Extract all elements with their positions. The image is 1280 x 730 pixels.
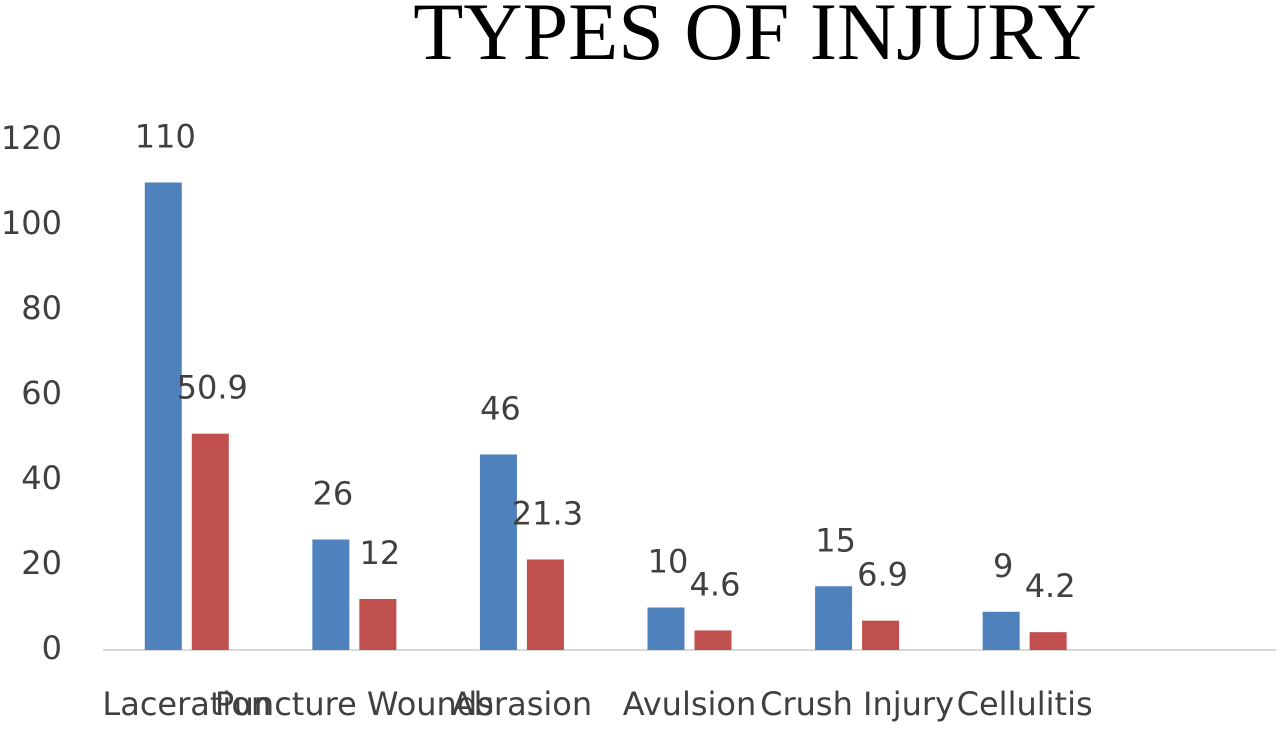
value-label: 50.9 [177, 369, 248, 407]
bar [312, 539, 350, 650]
x-tick-label: Crush Injury [760, 685, 954, 723]
bar [144, 182, 182, 650]
x-tick-label: Laceration [102, 685, 271, 723]
bar [479, 454, 517, 650]
bar [815, 586, 853, 650]
y-tick-label: 20 [21, 544, 62, 582]
value-label: 4.2 [1025, 567, 1076, 605]
value-label: 21.3 [512, 494, 583, 532]
y-tick-label: 0 [42, 629, 62, 667]
value-label: 26 [312, 475, 353, 513]
y-tick-label: 80 [21, 289, 62, 327]
bar [647, 607, 685, 650]
x-tick-label: Puncture Wounds [215, 685, 494, 723]
value-label: 10 [648, 543, 689, 581]
x-tick-label: Abrasion [452, 685, 592, 723]
y-tick-label: 120 [1, 119, 62, 157]
y-tick-label: 60 [21, 374, 62, 412]
bar [359, 599, 397, 650]
y-tick-label: 40 [21, 459, 62, 497]
bar [526, 559, 564, 650]
value-label: 9 [993, 547, 1013, 585]
chart-title: TYPES OF INJURY [413, 0, 1096, 77]
x-tick-label: Avulsion [623, 685, 757, 723]
bar [191, 433, 229, 650]
bar [982, 611, 1020, 650]
value-label: 12 [359, 534, 400, 572]
value-label: 4.6 [690, 565, 741, 603]
value-label: 6.9 [857, 556, 908, 594]
value-label: 15 [815, 521, 856, 559]
bar [694, 630, 732, 650]
value-label: 110 [135, 118, 196, 156]
x-tick-label: Cellulitis [957, 685, 1093, 723]
bar [862, 620, 900, 650]
bar [1029, 632, 1067, 650]
y-tick-label: 100 [1, 204, 62, 242]
value-label: 46 [480, 390, 521, 428]
